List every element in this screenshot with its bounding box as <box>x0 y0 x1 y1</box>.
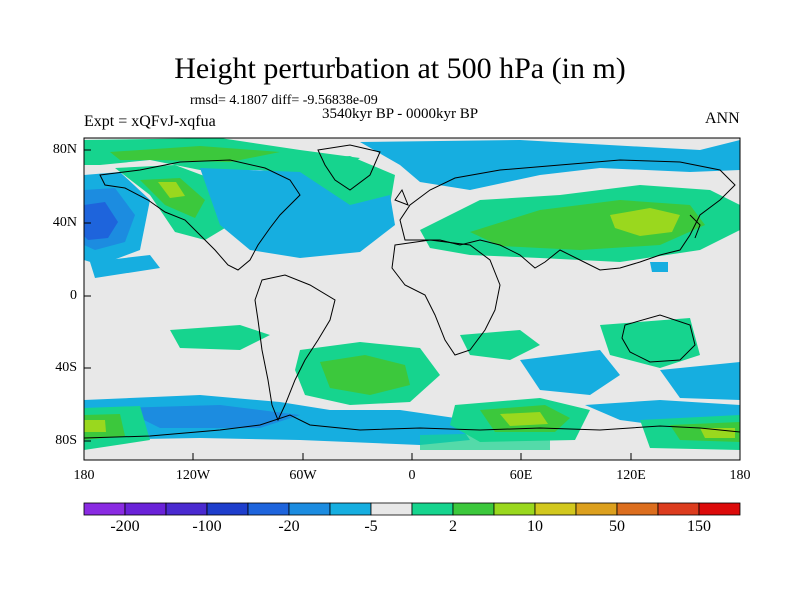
colorbar-label: 50 <box>609 518 625 535</box>
colorbar-segment <box>329 502 372 516</box>
axis-ticks <box>84 149 632 460</box>
colorbar-segment <box>452 502 495 516</box>
colorbar-label: -20 <box>278 518 300 535</box>
lat-label: 80S <box>55 433 77 448</box>
contour-fill-positive <box>170 325 270 350</box>
map-title: Height perturbation at 500 hPa (in m) <box>174 52 626 85</box>
contour-fill-positive <box>140 178 205 218</box>
lat-label: 80N <box>52 142 77 157</box>
coastlines <box>84 144 740 439</box>
colorbar-segment <box>493 502 536 516</box>
contour-fill-positive <box>158 182 185 198</box>
coast-antarctica <box>84 414 740 439</box>
colorbar-label: 2 <box>449 518 457 535</box>
colorbar <box>83 502 741 516</box>
colorbar-segment <box>698 502 741 516</box>
field-layer <box>84 138 740 460</box>
colorbar-segment <box>370 502 413 516</box>
colorbar-segment <box>165 502 208 516</box>
coast-north-america <box>99 159 301 271</box>
lon-label: 60E <box>509 468 533 483</box>
colorbar-label: -100 <box>192 518 222 535</box>
contour-fill-positive <box>320 355 410 395</box>
contour-fill-negative <box>200 168 395 258</box>
lon-label: 0 <box>408 468 416 483</box>
contour-fill-negative <box>90 255 160 278</box>
experiment-label: Expt = xQFvJ-xqfua <box>84 113 216 130</box>
colorbar-segment <box>657 502 700 516</box>
lon-label: 120E <box>616 468 646 483</box>
colorbar-segment <box>534 502 577 516</box>
lat-label: 40S <box>55 360 77 375</box>
colorbar-label: -200 <box>110 518 140 535</box>
colorbar-label: 10 <box>527 518 543 535</box>
contour-fill-negative <box>660 362 740 400</box>
colorbar-segment <box>411 502 454 516</box>
colorbar-segment <box>247 502 290 516</box>
contour-fill-negative <box>120 405 300 428</box>
colorbar-segment <box>575 502 618 516</box>
stats-text: rmsd= 4.1807 diff= -9.56838e-09 <box>190 93 378 108</box>
colorbar-segment <box>124 502 167 516</box>
lat-label: 0 <box>70 288 77 303</box>
lon-label: 120W <box>175 468 211 483</box>
coast-south-america <box>254 274 336 422</box>
coast-eurasia <box>399 159 736 271</box>
contour-fill-positive <box>110 146 280 162</box>
colorbar-segment <box>206 502 249 516</box>
season-label: ANN <box>705 110 740 127</box>
coast-greenland <box>317 144 381 191</box>
lon-label: 180 <box>73 468 95 483</box>
contour-fill-positive <box>610 208 680 236</box>
contour-fill-positive <box>600 318 700 368</box>
colorbar-segment <box>83 502 126 516</box>
colorbar-label: 150 <box>687 518 711 535</box>
contour-fill-negative <box>650 262 668 272</box>
contour-fill-positive <box>84 420 106 432</box>
colorbar-segment <box>616 502 659 516</box>
contour-fill-negative <box>84 202 118 240</box>
lat-label: 40N <box>52 215 77 230</box>
lon-label: 60W <box>289 468 317 483</box>
contour-fill-positive <box>420 432 550 450</box>
coast-africa <box>391 239 501 356</box>
colorbar-segment <box>288 502 331 516</box>
contour-fill-positive <box>500 412 548 426</box>
contour-fill-negative <box>520 350 620 395</box>
period-text: 3540kyr BP - 0000kyr BP <box>322 106 479 122</box>
coast-australia <box>621 314 696 363</box>
coast-british-isles <box>394 188 409 206</box>
colorbar-label: -5 <box>364 518 378 535</box>
lon-label: 180 <box>729 468 751 483</box>
coast-japan <box>689 214 701 239</box>
